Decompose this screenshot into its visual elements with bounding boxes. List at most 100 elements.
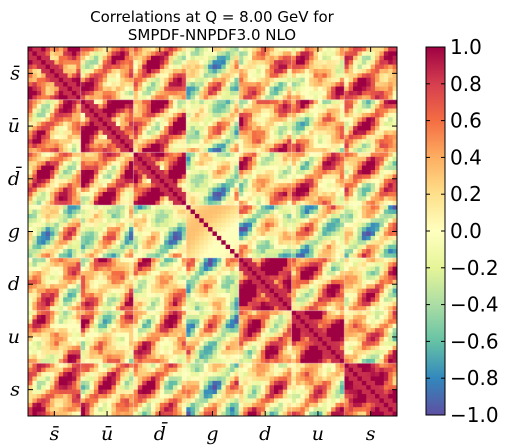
heatmap-cell [287, 108, 292, 114]
heatmap-cell [274, 86, 279, 92]
heatmap-cell [71, 205, 77, 210]
heatmap-cell [28, 244, 33, 250]
heatmap-cell [32, 257, 38, 263]
heatmap-cell [186, 235, 191, 241]
heatmap-cell [89, 200, 95, 206]
heatmap-cell [168, 227, 174, 232]
heatmap-cell [137, 143, 143, 149]
heatmap-cell [41, 279, 46, 285]
heatmap-cell [375, 117, 380, 123]
heatmap-cell [71, 235, 77, 241]
heatmap-cell [357, 73, 363, 79]
heatmap-cell [353, 284, 358, 289]
heatmap-cell [230, 209, 235, 215]
heatmap-cell [32, 134, 38, 140]
heatmap-cell [348, 90, 354, 96]
heatmap-cell [164, 99, 169, 105]
heatmap-cell [309, 112, 314, 118]
heatmap-cell [146, 60, 152, 65]
heatmap-cell [313, 271, 319, 276]
heatmap-cell [230, 187, 235, 193]
heatmap-cell [199, 244, 205, 250]
heatmap-cell [177, 253, 183, 259]
heatmap-cell [159, 253, 165, 259]
heatmap-cell [256, 117, 262, 123]
heatmap-cell [115, 86, 121, 92]
heatmap-cell [115, 90, 121, 96]
heatmap-cell [353, 134, 358, 140]
heatmap-cell [366, 64, 372, 70]
heatmap-cell [142, 170, 147, 175]
heatmap-cell [243, 68, 249, 74]
heatmap-cell [234, 240, 240, 246]
heatmap-cell [252, 117, 257, 123]
heatmap-cell [124, 262, 130, 268]
heatmap-cell [366, 227, 372, 232]
heatmap-cell [216, 200, 222, 206]
heatmap-cell [54, 170, 60, 175]
heatmap-cell [353, 121, 358, 127]
heatmap-cell [230, 196, 235, 202]
heatmap-cell [54, 205, 60, 210]
heatmap-cell [28, 249, 33, 254]
heatmap-cell [230, 126, 235, 131]
heatmap-cell [181, 183, 187, 188]
heatmap-cell [36, 174, 42, 180]
heatmap-cell [331, 161, 336, 166]
heatmap-cell [313, 174, 319, 180]
heatmap-cell [304, 104, 310, 109]
heatmap-cell [335, 205, 341, 210]
heatmap-cell [274, 73, 279, 79]
heatmap-cell [80, 95, 86, 101]
heatmap-cell [129, 104, 134, 109]
heatmap-cell [164, 174, 169, 180]
heatmap-cell [339, 165, 345, 171]
heatmap-cell [67, 108, 73, 114]
heatmap-cell [45, 121, 51, 127]
heatmap-cell [247, 271, 253, 276]
heatmap-cell [370, 200, 376, 206]
heatmap-cell [348, 262, 354, 268]
heatmap-cell [388, 126, 393, 131]
heatmap-cell [265, 73, 270, 79]
heatmap-cell [370, 47, 376, 52]
heatmap-cell [278, 148, 284, 153]
heatmap-cell [146, 196, 152, 202]
heatmap-cell [216, 139, 222, 145]
heatmap-cell [137, 288, 143, 294]
heatmap-cell [344, 148, 350, 153]
heatmap-cell [230, 183, 235, 188]
heatmap-cell [80, 121, 86, 127]
heatmap-cell [252, 218, 257, 224]
heatmap-cell [36, 143, 42, 149]
heatmap-cell [357, 288, 363, 294]
heatmap-cell [181, 231, 187, 237]
heatmap-cell [317, 90, 323, 96]
heatmap-cell [366, 104, 372, 109]
heatmap-cell [392, 104, 398, 109]
heatmap-cell [137, 244, 143, 250]
heatmap-cell [186, 174, 191, 180]
heatmap-cell [142, 187, 147, 193]
heatmap-cell [67, 99, 73, 105]
heatmap-cell [243, 60, 249, 65]
heatmap-cell [260, 143, 266, 149]
heatmap-cell [238, 275, 244, 281]
heatmap-cell [353, 266, 358, 272]
heatmap-cell [383, 235, 389, 241]
heatmap-cell [326, 143, 332, 149]
heatmap-cell [287, 231, 292, 237]
heatmap-cell [313, 82, 319, 87]
heatmap-cell [54, 293, 60, 298]
heatmap-cell [265, 148, 270, 153]
heatmap-cell [309, 99, 314, 105]
heatmap-cell [304, 82, 310, 87]
heatmap-cell [357, 218, 363, 224]
heatmap-cell [379, 271, 385, 276]
heatmap-cell [260, 301, 266, 307]
heatmap-cell [375, 293, 380, 298]
heatmap-cell [28, 275, 33, 281]
heatmap-cell [159, 156, 165, 162]
heatmap-cell [370, 117, 376, 123]
heatmap-cell [238, 249, 244, 254]
